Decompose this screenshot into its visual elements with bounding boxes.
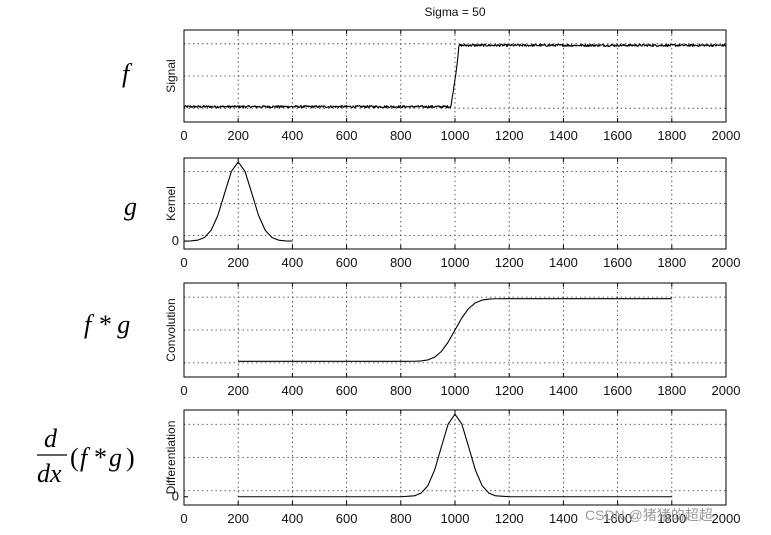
chart-title: Sigma = 50	[424, 5, 485, 19]
math-label-f: f	[122, 59, 133, 88]
y-tick-label: 0	[172, 233, 179, 248]
y-axis-label: Differentiation	[164, 421, 178, 495]
x-tick-label: 1200	[495, 511, 524, 526]
x-tick-label: 2000	[712, 255, 741, 270]
x-tick-label: 200	[227, 255, 249, 270]
x-tick-label: 1800	[657, 128, 686, 143]
series-line	[183, 161, 293, 242]
x-tick-label: 0	[180, 255, 187, 270]
x-tick-label: 2000	[712, 511, 741, 526]
series-line	[183, 43, 727, 109]
x-tick-label: 1000	[441, 255, 470, 270]
x-tick-label: 600	[336, 255, 358, 270]
x-tick-label: 800	[390, 511, 412, 526]
x-tick-label: 1600	[603, 511, 632, 526]
math-label-f-conv-g: f * g	[84, 310, 130, 339]
watermark-text: CSDN @猪猪的超超	[585, 507, 713, 523]
x-tick-label: 2000	[712, 128, 741, 143]
x-tick-label: 0	[180, 511, 187, 526]
x-tick-label: 1400	[549, 128, 578, 143]
svg-text:d: d	[44, 424, 58, 453]
x-tick-label: 200	[227, 511, 249, 526]
x-tick-label: 1600	[603, 128, 632, 143]
x-tick-label: 1000	[441, 511, 470, 526]
x-tick-label: 1800	[657, 255, 686, 270]
x-tick-label: 200	[227, 128, 249, 143]
x-tick-label: 1400	[549, 511, 578, 526]
svg-text:): )	[126, 443, 135, 472]
subplot-1: 0 200 400 600 800 1000 1200 1400 1600 1800 2000 0 Ke…	[164, 157, 741, 270]
y-tick-label: 0	[172, 489, 179, 504]
x-tick-label: 1800	[657, 383, 686, 398]
series-line	[238, 298, 672, 362]
subplot-2: 0 200 400 600 800 1000 1200 1400 1600 1800 2000 Con…	[164, 282, 741, 398]
svg-text:dx: dx	[37, 459, 62, 488]
subplots-group: 0 200 400 600 800 1000 1200 1400 1600 1800 2000Sig…	[164, 5, 740, 526]
math-label-g: g	[124, 192, 137, 221]
x-tick-label: 1400	[549, 383, 578, 398]
x-tick-label: 400	[282, 511, 304, 526]
x-tick-label: 1600	[603, 383, 632, 398]
x-tick-label: 800	[390, 383, 412, 398]
x-tick-label: 1200	[495, 128, 524, 143]
series-line	[238, 413, 672, 498]
x-tick-label: 600	[336, 511, 358, 526]
x-tick-label: 600	[336, 383, 358, 398]
x-tick-label: 1000	[441, 383, 470, 398]
x-tick-label: 1200	[495, 383, 524, 398]
y-axis-label: Signal	[164, 59, 178, 92]
x-tick-label: 1600	[603, 255, 632, 270]
y-axis-label: Convolution	[164, 298, 178, 361]
x-tick-label: 400	[282, 255, 304, 270]
math-label-derivative: d dx ( f * g )	[37, 424, 135, 488]
x-tick-label: 1400	[549, 255, 578, 270]
x-tick-label: 0	[180, 383, 187, 398]
x-tick-label: 1000	[441, 128, 470, 143]
svg-text:g: g	[109, 443, 122, 472]
x-tick-label: 1200	[495, 255, 524, 270]
x-tick-label: 0	[180, 128, 187, 143]
x-tick-label: 400	[282, 383, 304, 398]
y-axis-label: Kernel	[164, 186, 178, 221]
x-tick-label: 400	[282, 128, 304, 143]
svg-text:*: *	[94, 443, 107, 472]
subplot-3: 0 200 400 600 800 1000 1200 1400 1600 1800 20000Di…	[164, 409, 741, 526]
svg-text:(: (	[70, 443, 79, 472]
x-tick-label: 800	[390, 128, 412, 143]
x-tick-label: 200	[227, 383, 249, 398]
x-tick-label: 1800	[657, 511, 686, 526]
x-tick-label: 600	[336, 128, 358, 143]
svg-text:f: f	[80, 443, 91, 472]
subplot-0: 0 200 400 600 800 1000 1200 1400 1600 1800 2000 Sig…	[164, 5, 740, 143]
x-tick-label: 2000	[712, 383, 741, 398]
x-tick-label: 800	[390, 255, 412, 270]
